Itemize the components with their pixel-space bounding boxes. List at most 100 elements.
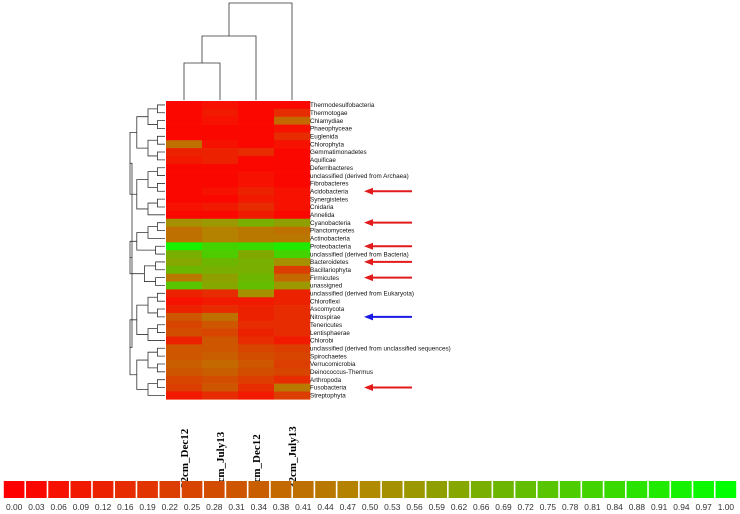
row-dendrogram-branch (157, 363, 165, 373)
heatmap-cell (166, 203, 203, 212)
heatmap-cell (166, 108, 203, 117)
row-dendrogram-branch (157, 379, 165, 388)
heatmap-cell (202, 383, 239, 392)
heatmap-cell (238, 289, 275, 298)
row-label: Lentisphaerae (310, 330, 350, 337)
color-scale-swatch (292, 481, 314, 498)
heatmap-cell (166, 352, 203, 361)
heatmap-cell (274, 273, 311, 282)
row-label: unclassified (derived from Eukaryota) (310, 291, 414, 298)
row-label: Annelida (310, 212, 335, 219)
color-scale-tick-label: 0.00 (6, 502, 23, 512)
color-scale-swatch (493, 481, 514, 498)
heatmap-cell (238, 273, 275, 282)
row-dendrogram-branch (147, 139, 158, 157)
color-scale-swatch (715, 481, 737, 498)
row-label: Deinococcus-Thermus (310, 369, 373, 376)
column-dendrogram-branches (183, 2, 293, 100)
color-scale-swatch (203, 481, 225, 498)
row-label: Deferribacteres (310, 165, 353, 172)
heatmap-cell (274, 375, 311, 384)
heatmap-cell (274, 312, 311, 322)
row-label: Cyanobacteria (310, 220, 351, 227)
row-label: Chloroflexi (310, 298, 340, 305)
heatmap-cell (274, 352, 311, 361)
color-scale-tick-label: 0.50 (362, 502, 379, 512)
heatmap-cell (166, 250, 203, 259)
row-dendrogram-branch (157, 308, 165, 318)
column-labels: 32cm_Dec12 2cm_July13 2cm_Dec12 32cm_July13 (179, 426, 299, 488)
heatmap-cell (166, 124, 203, 133)
row-label: Cnidaria (310, 204, 334, 211)
row-label: unclassified (derived from Bacteria) (310, 251, 409, 258)
heatmap-cell (274, 242, 311, 251)
annotation-arrowhead (364, 274, 373, 282)
color-scale-tick-label: 0.66 (473, 502, 490, 512)
heatmap-cell (274, 148, 311, 157)
heatmap-cell (202, 132, 239, 141)
color-scale-legend: 0.00 0.03 0.06 0.09 0.12 0.16 0.19 0.22 0.25 0.28… (3, 481, 737, 512)
annotation-arrows (364, 187, 412, 392)
heatmap-cell (274, 391, 311, 400)
row-label: Ascomycota (310, 306, 345, 313)
color-scale-tick-label: 0.94 (673, 502, 690, 512)
heatmap-cell (274, 328, 311, 337)
row-label: Synergistetes (310, 196, 348, 203)
heatmap-cell (166, 265, 203, 274)
heatmap-cell (274, 234, 311, 243)
color-scale-swatch (648, 481, 670, 498)
color-scale-swatch (404, 481, 425, 498)
heatmap-cell (166, 132, 203, 141)
row-label: Phaeophyceae (310, 126, 353, 133)
heatmap-cell (202, 218, 239, 227)
column-dendrogram (183, 2, 293, 100)
heatmap-cell (238, 312, 275, 322)
color-scale-swatch (92, 481, 114, 498)
heatmap-cell (202, 375, 239, 384)
heatmap-cell (274, 195, 311, 204)
heatmap-cell (202, 281, 239, 290)
row-dendrogram-branch (136, 359, 148, 390)
heatmap-cell (202, 242, 239, 251)
color-scale-swatch (248, 481, 270, 498)
heatmap-cell (274, 218, 311, 227)
color-scale-swatch (3, 481, 25, 498)
heatmap-cell (202, 124, 239, 133)
heatmap-cell (166, 179, 203, 188)
heatmap-cell (238, 352, 275, 361)
heatmap-cell (166, 375, 203, 384)
color-scale-tick-label: 0.69 (495, 502, 512, 512)
row-dendrogram-branch (147, 108, 158, 125)
row-label: Chlorophyta (310, 141, 344, 148)
row-label: Arthropoda (310, 377, 342, 384)
heatmap-cell (274, 281, 311, 290)
heatmap-cell (274, 108, 311, 117)
heatmap-cell (274, 116, 311, 125)
heatmap-cell (202, 210, 239, 220)
heatmap-cell (274, 297, 311, 306)
color-scale-tick-label: 0.88 (629, 502, 646, 512)
color-scale-swatch (70, 481, 92, 498)
color-scale-tick-label: 0.34 (251, 502, 268, 512)
color-scale-swatch (337, 481, 359, 498)
color-scale-swatch (48, 481, 69, 498)
color-scale-tick-label: 0.03 (28, 502, 45, 512)
heatmap-cells (166, 101, 311, 400)
heatmap-cell (274, 360, 311, 369)
row-dendrogram-branch (144, 265, 156, 282)
heatmap-cell (202, 140, 239, 149)
heatmap-cell (202, 226, 239, 235)
heatmap-cell (238, 305, 275, 314)
heatmap-cell (166, 336, 203, 345)
row-dendrogram-branch (157, 198, 165, 208)
color-scale-swatch (693, 481, 714, 498)
heatmap-cell (238, 391, 275, 400)
heatmap-cell (238, 383, 275, 392)
heatmap-cell (238, 320, 275, 329)
heatmap-cell (202, 155, 239, 165)
color-scale-tick-label: 0.47 (340, 502, 357, 512)
heatmap-cell (202, 367, 239, 377)
row-dendrogram-branch (157, 151, 165, 161)
heatmap-cell (202, 320, 239, 329)
